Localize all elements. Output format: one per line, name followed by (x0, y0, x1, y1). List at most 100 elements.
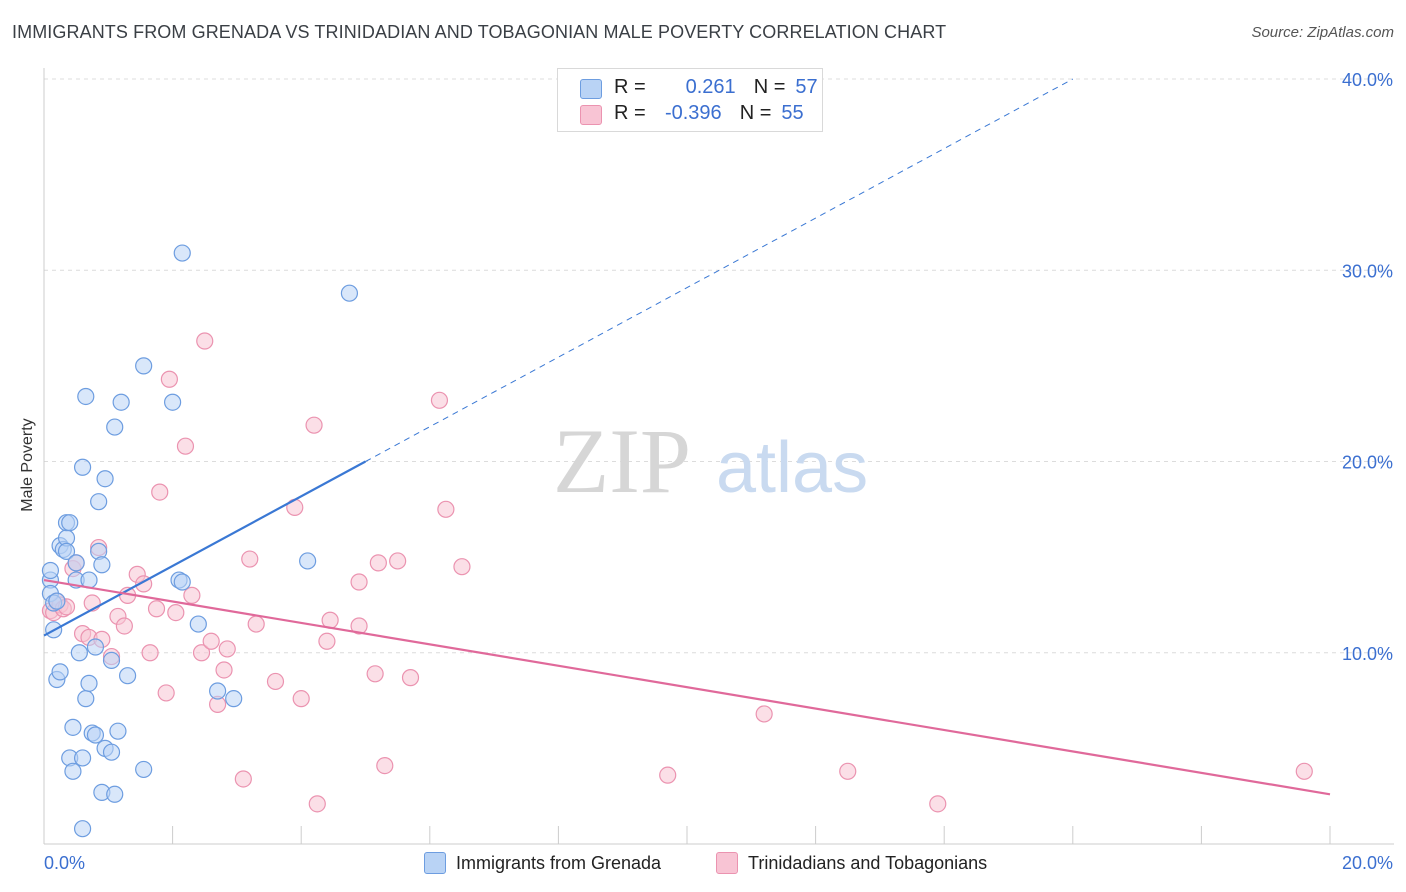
point-grenada (135, 760, 153, 779)
point-grenada (102, 743, 121, 761)
point-trinidad (437, 500, 455, 518)
point-grenada (135, 357, 153, 375)
point-trinidad (141, 644, 159, 662)
legend-swatch-grenada (424, 852, 446, 874)
y-tick-label: 20.0% (1342, 453, 1393, 473)
watermark: ZIP atlas (553, 410, 868, 512)
point-trinidad (241, 550, 259, 568)
point-grenada (51, 663, 69, 681)
point-trinidad (167, 603, 185, 622)
point-trinidad (376, 756, 394, 775)
y-tick-label: 10.0% (1342, 644, 1393, 664)
point-grenada (70, 644, 88, 662)
legend-n-label: N = (753, 75, 786, 98)
point-grenada (57, 542, 76, 560)
point-grenada (189, 615, 207, 633)
point-grenada (102, 651, 121, 670)
watermark-zip: ZIP (553, 410, 691, 512)
legend-swatch-pink (580, 105, 602, 125)
y-axis-label: Male Poverty (19, 418, 36, 512)
point-grenada (109, 722, 127, 740)
trend-line-trinidad (43, 578, 1331, 796)
point-grenada (73, 458, 92, 476)
legend-row-pink: R = -0.396 N = 55 (614, 101, 804, 125)
legend-r-label: R = (614, 75, 646, 98)
point-grenada (90, 493, 108, 511)
point-grenada (96, 470, 114, 488)
tick-labels: 10.0% 20.0% 30.0% 40.0% 0.0% 20.0% (44, 70, 1393, 873)
x-tick-label: 20.0% (1342, 853, 1393, 873)
point-grenada (86, 726, 105, 744)
correlation-legend: R = 0.261 N = 57 R = -0.396 N = 55 (557, 68, 823, 132)
point-trinidad (292, 690, 310, 708)
trend-lines (43, 78, 1331, 796)
point-trinidad (318, 632, 336, 650)
point-grenada (173, 573, 191, 591)
point-trinidad (196, 332, 214, 350)
chart-title: IMMIGRANTS FROM GRENADA VS TRINIDADIAN A… (12, 22, 947, 42)
point-trinidad (839, 762, 857, 780)
point-grenada (64, 762, 82, 780)
legend-n-value: 55 (781, 101, 804, 124)
point-grenada (48, 592, 66, 610)
series-legend: Immigrants from Grenada Trinidadians and… (0, 852, 1406, 876)
point-trinidad (1295, 762, 1313, 780)
point-trinidad (430, 391, 449, 409)
point-grenada (299, 552, 317, 570)
point-grenada (209, 682, 227, 700)
point-trinidad (366, 665, 384, 683)
point-grenada (64, 718, 82, 736)
legend-r-value: 0.261 (685, 75, 736, 98)
point-grenada (86, 638, 105, 656)
point-trinidad (215, 661, 233, 679)
legend-item-grenada: Immigrants from Grenada (424, 852, 661, 874)
trend-line-grenada-extension (365, 78, 1074, 462)
point-grenada (112, 393, 130, 411)
legend-n-label: N = (739, 101, 772, 124)
point-trinidad (350, 573, 368, 591)
point-grenada (164, 393, 182, 411)
point-grenada (67, 554, 85, 572)
axes (43, 68, 1394, 845)
legend-swatch-blue (580, 79, 602, 99)
point-grenada (61, 514, 79, 532)
point-grenada (340, 284, 359, 302)
point-trinidad (115, 617, 133, 635)
point-grenada (77, 690, 95, 708)
legend-label-grenada: Immigrants from Grenada (456, 852, 662, 873)
point-trinidad (192, 644, 211, 662)
point-trinidad (350, 617, 368, 635)
point-trinidad (453, 558, 471, 576)
point-trinidad (401, 669, 420, 687)
legend-r-value: -0.396 (664, 101, 722, 124)
point-grenada (225, 690, 243, 708)
point-trinidad (218, 640, 236, 658)
point-trinidad (755, 705, 773, 723)
point-trinidad (247, 615, 265, 633)
watermark-atlas: atlas (716, 428, 868, 508)
point-trinidad (308, 795, 326, 813)
x-tick-label: 0.0% (44, 853, 85, 873)
point-grenada (118, 667, 137, 685)
point-grenada (173, 244, 191, 262)
data-points (41, 244, 1313, 838)
point-grenada (73, 820, 92, 838)
point-grenada (80, 674, 98, 692)
legend-r-label: R = (614, 101, 646, 124)
point-trinidad (147, 600, 166, 618)
legend-item-trinidad: Trinidadians and Tobagonians (716, 852, 987, 874)
point-grenada (41, 561, 60, 580)
point-grenada (93, 556, 111, 574)
source-label: Source: ZipAtlas.com (1251, 24, 1394, 41)
trend-line-grenada (43, 460, 367, 637)
legend-row-blue: R = 0.261 N = 57 (614, 75, 818, 99)
point-trinidad (266, 672, 285, 691)
point-trinidad (151, 483, 169, 501)
point-grenada (77, 387, 95, 406)
point-trinidad (305, 416, 323, 434)
legend-swatch-trinidad (716, 852, 738, 874)
point-trinidad (157, 684, 175, 702)
point-trinidad (160, 370, 178, 388)
point-trinidad (176, 437, 195, 455)
